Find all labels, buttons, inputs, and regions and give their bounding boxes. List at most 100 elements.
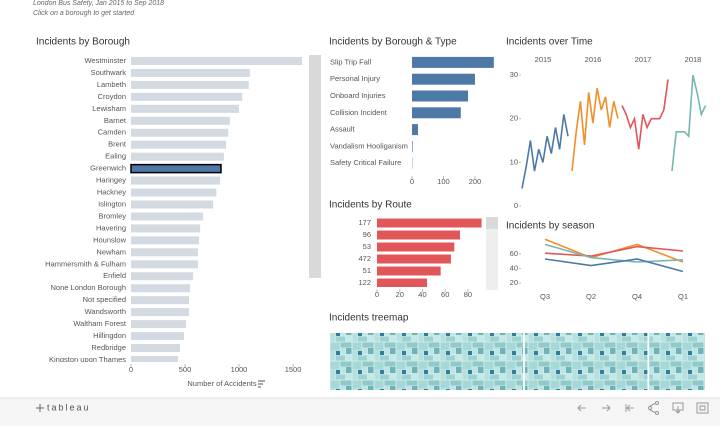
bar bbox=[131, 92, 243, 101]
category-label: 177 bbox=[358, 218, 371, 227]
category-label: Vandalism Hooliganism bbox=[330, 141, 408, 150]
bar bbox=[377, 242, 455, 252]
bar bbox=[131, 344, 181, 353]
y-tick-label: 0 bbox=[514, 201, 518, 210]
y-tick-label: 10 bbox=[510, 157, 518, 166]
bar bbox=[131, 248, 198, 257]
chart-title: Incidents by Borough bbox=[36, 37, 130, 48]
bar bbox=[377, 218, 482, 228]
category-label: Camden bbox=[98, 128, 126, 137]
line bbox=[521, 114, 569, 189]
category-label: Not specified bbox=[83, 295, 126, 304]
bar bbox=[412, 73, 475, 85]
tableau-logo[interactable]: tableau bbox=[47, 402, 91, 412]
bar bbox=[131, 116, 230, 125]
x-tick-label: 0 bbox=[410, 177, 414, 186]
treemap-texture bbox=[649, 333, 705, 390]
line bbox=[544, 258, 684, 273]
chart-title: Incidents by season bbox=[506, 221, 594, 232]
category-label: Wandsworth bbox=[85, 307, 126, 316]
category-label: Onboard Injuries bbox=[330, 91, 386, 100]
chart-title: Incidents treemap bbox=[329, 313, 409, 324]
bar bbox=[131, 355, 178, 362]
category-label: Assault bbox=[330, 125, 356, 134]
category-label: Collision Incident bbox=[330, 108, 388, 117]
bar bbox=[131, 140, 227, 149]
toolbar[interactable] bbox=[577, 401, 709, 415]
bar bbox=[131, 296, 190, 305]
dashboard-title: London Bus Safety, Jan 2015 to Sep 2018 bbox=[33, 0, 164, 7]
bar bbox=[131, 308, 190, 317]
category-label: 122 bbox=[358, 278, 371, 287]
category-label: Hammersmith & Fulham bbox=[45, 259, 126, 268]
category-label: Southwark bbox=[91, 68, 127, 77]
x-axis-label: Number of Accidents bbox=[187, 379, 256, 388]
x-tick-label: Q1 bbox=[678, 292, 688, 301]
x-tick-label: 100 bbox=[437, 177, 450, 186]
dashboard-subtitle: Click on a borough to get started bbox=[33, 10, 135, 17]
treemap-texture bbox=[330, 333, 523, 390]
category-label: Kingston upon Thames bbox=[49, 355, 126, 364]
bar bbox=[131, 212, 204, 221]
bar bbox=[131, 260, 198, 269]
y-tick-label: 20 bbox=[510, 114, 518, 123]
bar-chart: Westminster Southwark Lambeth Croydon Lewish… bbox=[45, 56, 303, 364]
category-label: Hounslow bbox=[93, 235, 127, 244]
sort-icon[interactable] bbox=[258, 380, 265, 388]
series-header: 2017 bbox=[635, 55, 652, 64]
x-tick-label: 60 bbox=[441, 290, 449, 299]
x-tick-label: Q4 bbox=[632, 292, 642, 301]
y-tick-label: 40 bbox=[510, 264, 518, 273]
category-label: Haringey bbox=[96, 176, 126, 185]
x-tick-label: 0 bbox=[129, 365, 133, 374]
series-header: 2015 bbox=[535, 55, 552, 64]
bar bbox=[412, 56, 494, 68]
category-label: Croydon bbox=[98, 92, 126, 101]
category-label: 51 bbox=[363, 266, 371, 275]
category-label: Hackney bbox=[97, 188, 126, 197]
bar bbox=[131, 128, 229, 137]
bar bbox=[131, 104, 240, 113]
category-label: Enfield bbox=[103, 271, 126, 280]
category-label: Redbridge bbox=[91, 343, 126, 352]
x-tick-label: Q2 bbox=[586, 292, 596, 301]
bar bbox=[131, 272, 194, 281]
bar bbox=[131, 188, 217, 197]
category-label: 472 bbox=[358, 254, 371, 263]
x-tick-label: 500 bbox=[179, 365, 192, 374]
category-label: Greenwich bbox=[90, 164, 126, 173]
category-label: None London Borough bbox=[51, 283, 126, 292]
tableau-mark bbox=[36, 404, 44, 412]
category-label: Hillingdon bbox=[93, 331, 126, 340]
bar bbox=[131, 176, 221, 185]
category-label: Barnet bbox=[104, 116, 127, 125]
x-tick-label: Q3 bbox=[540, 292, 550, 301]
bar bbox=[131, 68, 250, 77]
bar bbox=[412, 90, 469, 102]
y-tick-label: 60 bbox=[510, 249, 518, 258]
x-tick-label: 200 bbox=[469, 177, 482, 186]
footer-bar bbox=[0, 398, 720, 426]
bar bbox=[131, 200, 214, 209]
category-label: Brent bbox=[108, 140, 127, 149]
bar[interactable] bbox=[130, 163, 222, 174]
category-label: Bromley bbox=[98, 211, 126, 220]
bar bbox=[131, 152, 224, 161]
bar bbox=[131, 320, 187, 329]
scrollbar-thumb[interactable] bbox=[486, 217, 498, 229]
y-tick-label: 20 bbox=[510, 278, 518, 287]
line bbox=[571, 88, 619, 172]
bar bbox=[377, 230, 460, 240]
x-tick-label: 40 bbox=[418, 290, 426, 299]
y-tick-label: 30 bbox=[510, 70, 518, 79]
line bbox=[671, 74, 707, 172]
x-tick-label: 20 bbox=[396, 290, 404, 299]
x-tick-label: 1500 bbox=[285, 365, 302, 374]
scrollbar[interactable] bbox=[486, 217, 498, 290]
bar bbox=[131, 236, 200, 245]
line bbox=[544, 245, 684, 257]
category-label: 53 bbox=[363, 242, 371, 251]
scrollbar[interactable] bbox=[309, 55, 321, 278]
x-tick-label: 80 bbox=[464, 290, 472, 299]
